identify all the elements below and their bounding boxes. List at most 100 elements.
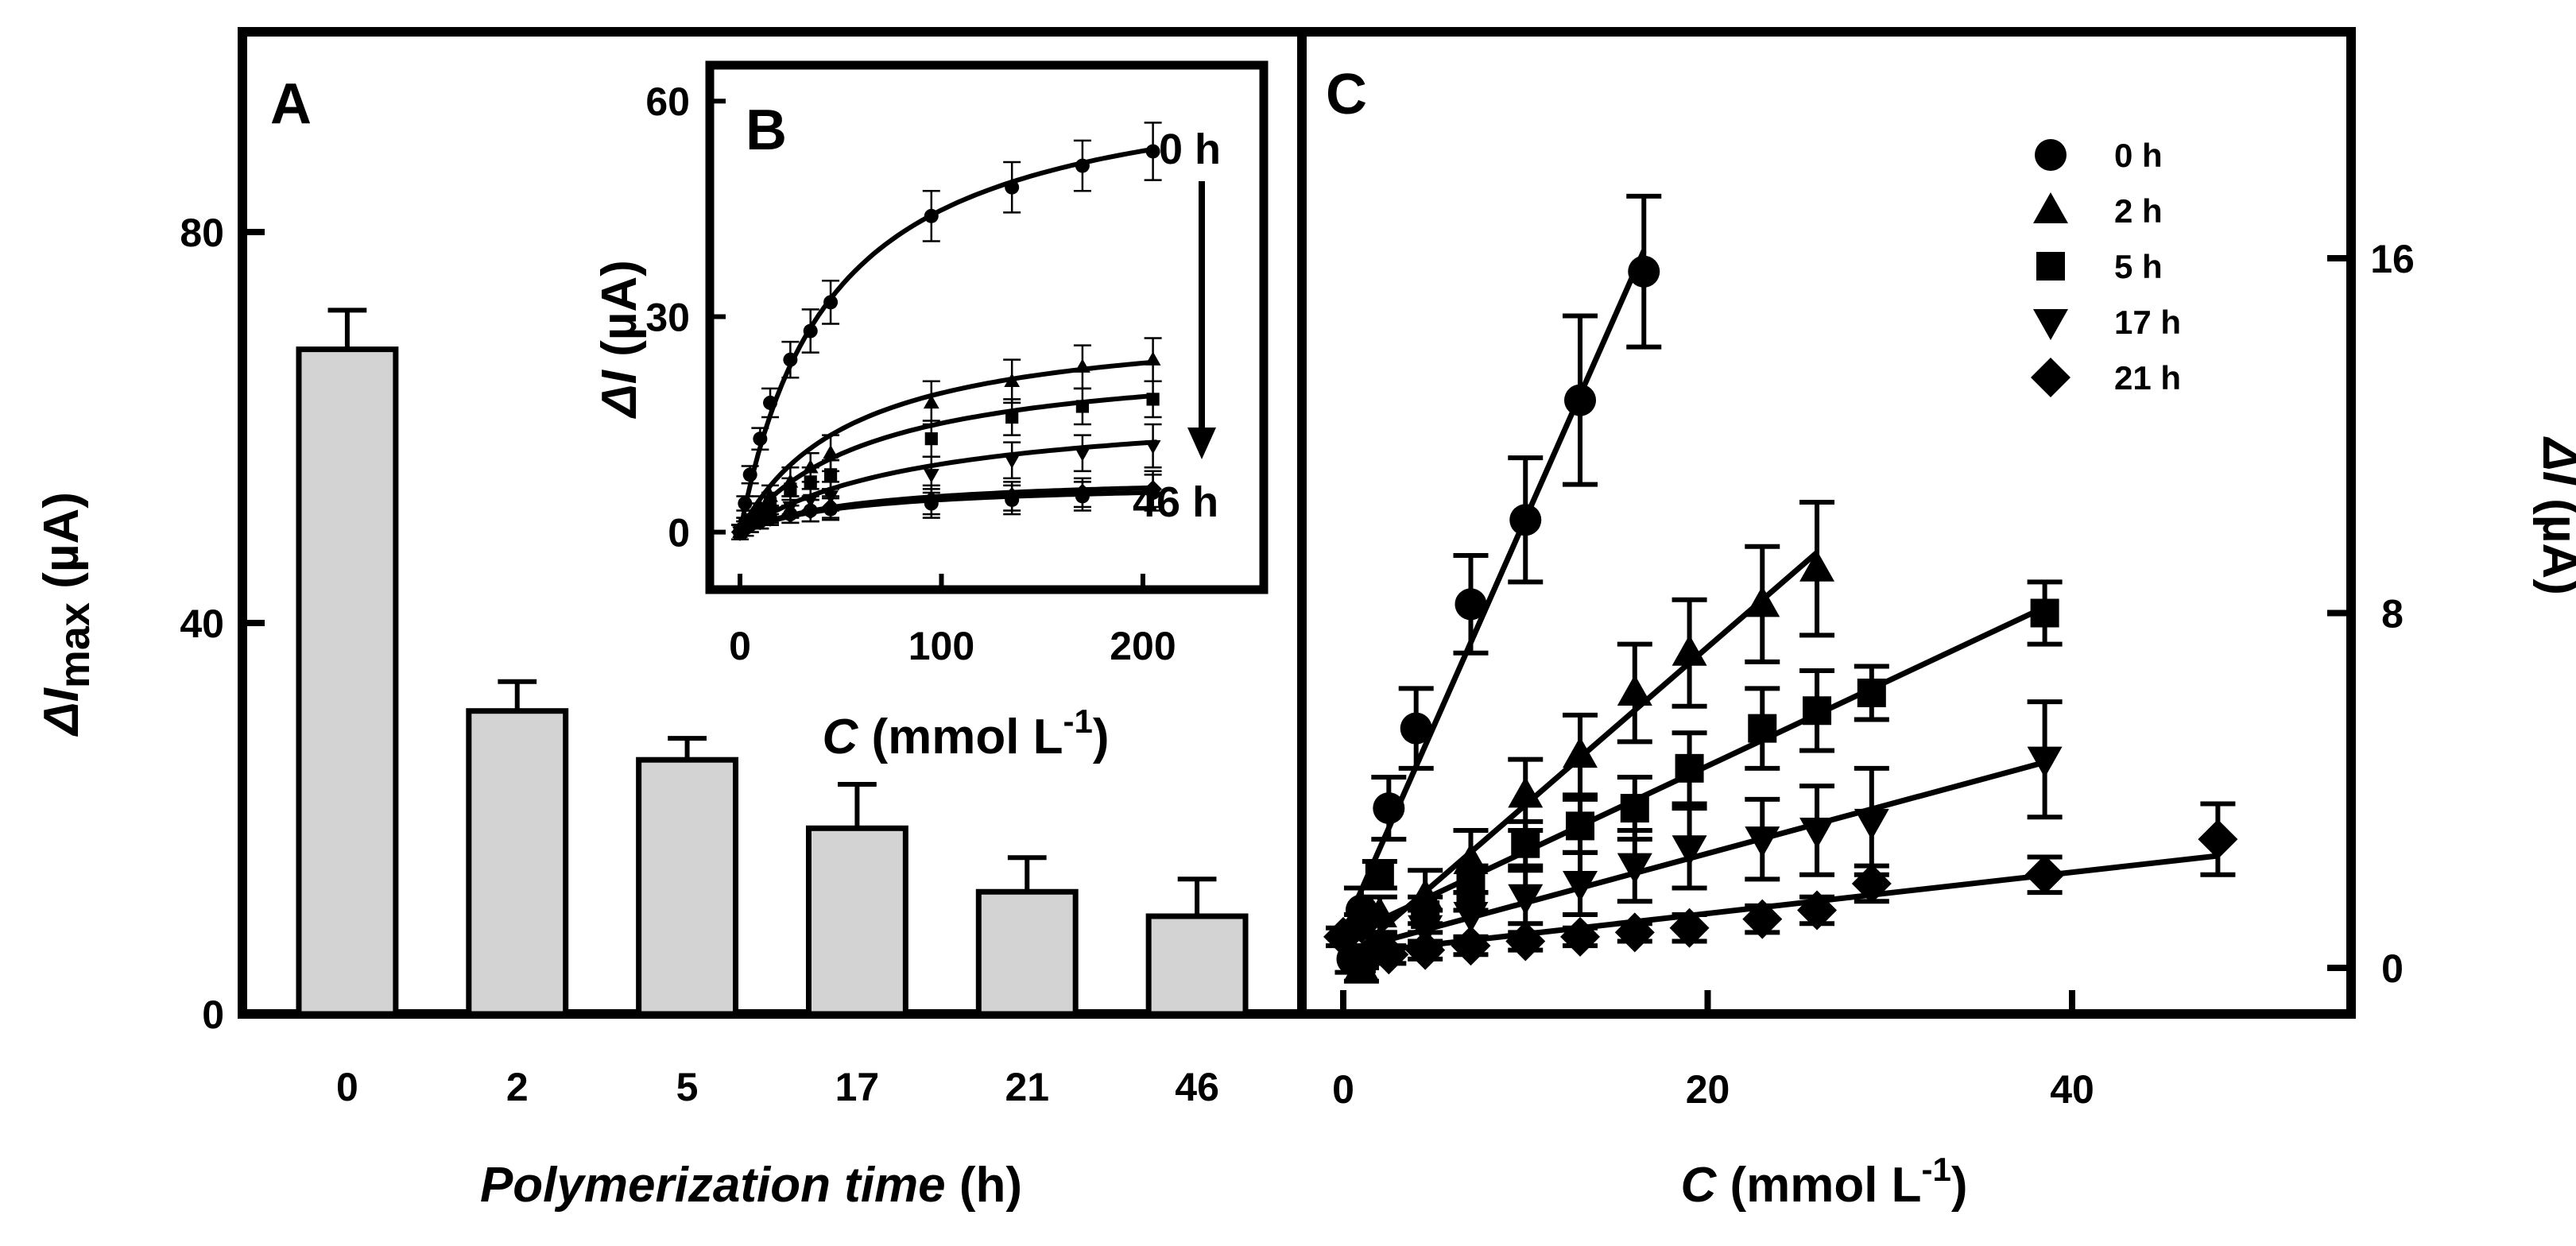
legend-label-21h: 21 h bbox=[2114, 359, 2181, 397]
inset-series-5h-point-9 bbox=[1005, 410, 1019, 424]
series-5h-point-4 bbox=[1511, 829, 1540, 858]
legend-label-17h: 17 h bbox=[2114, 304, 2181, 341]
series-0h-point-5 bbox=[1509, 504, 1542, 536]
legend-label-0h: 0 h bbox=[2114, 137, 2163, 174]
series-2h-point-4 bbox=[1508, 776, 1544, 808]
series-21h-point-3 bbox=[1405, 930, 1446, 970]
inset-series-0h-point-2 bbox=[742, 467, 757, 482]
legend-marker-0h bbox=[2035, 139, 2067, 171]
inset-series-46h-point-7 bbox=[823, 501, 839, 517]
x-tick-label-40: 40 bbox=[2050, 1067, 2094, 1112]
series-2h-point-5 bbox=[1563, 737, 1598, 768]
x-tick-label-20: 20 bbox=[1686, 1067, 1730, 1112]
panel-c-ticks: 0 20 40 0 8 16 bbox=[1332, 237, 2415, 1112]
legend-label-5h: 5 h bbox=[2114, 248, 2163, 285]
series-17h-point-7 bbox=[1671, 835, 1707, 867]
bar-0 bbox=[296, 346, 399, 1017]
series-5h-fit bbox=[1378, 604, 2047, 923]
series-21h-point-13 bbox=[2198, 819, 2238, 860]
inset-series-2h-point-11 bbox=[1145, 351, 1161, 366]
series-21h-point-7 bbox=[1614, 912, 1655, 953]
inset-series-46h-point-9 bbox=[1005, 492, 1020, 507]
panel-a-xlabel: Polymerization time (h) bbox=[480, 1158, 1022, 1213]
inset-series-17h-point-11 bbox=[1145, 439, 1161, 455]
y-tick-label-8: 8 bbox=[2381, 592, 2404, 637]
series-5h-point-7 bbox=[1675, 753, 1704, 783]
series-5h-point-8 bbox=[1748, 714, 1777, 743]
panel-b-plot bbox=[730, 122, 1162, 541]
series-21h-point-12 bbox=[2024, 854, 2065, 895]
panel-label-c: C bbox=[1326, 63, 1367, 126]
panel-b-xlabel: C (mmol L-1) bbox=[822, 702, 1109, 764]
series-17h-point-5 bbox=[1563, 870, 1598, 902]
series-17h-point-6 bbox=[1617, 853, 1652, 884]
inset-series-0h-point-9 bbox=[1005, 180, 1020, 195]
panel-label-a: A bbox=[270, 72, 312, 136]
y-tick-label-16: 16 bbox=[2370, 237, 2415, 281]
inset-x-tick-label-200: 200 bbox=[1110, 624, 1176, 668]
panel-a-bars bbox=[296, 308, 1249, 1017]
legend-marker-17h bbox=[2033, 309, 2068, 340]
panel-b-frame bbox=[705, 60, 1269, 594]
series-17h-point-8 bbox=[1745, 826, 1780, 858]
panel-c-frame bbox=[1297, 27, 2356, 1019]
series-21h-point-4 bbox=[1451, 926, 1491, 966]
series-17h-point-10 bbox=[1854, 808, 1889, 840]
inset-series-46h-point-10 bbox=[1075, 489, 1090, 504]
panel-c-ylabel: ΔI (µA) bbox=[2532, 436, 2576, 595]
inset-series-46h-point-11 bbox=[1145, 485, 1160, 500]
panel-c-xlabel: C (mmol L-1) bbox=[1680, 1151, 1967, 1213]
series-5h-point-9 bbox=[1803, 696, 1832, 726]
series-2h-point-8 bbox=[1745, 586, 1780, 617]
panel-b-arrow bbox=[1187, 181, 1216, 459]
panel-c: 0 20 40 0 8 16 0 h 2 h 5 h 17 h 21 h C C (mmol L-… bbox=[1297, 27, 2576, 1213]
series-21h-point-5 bbox=[1505, 921, 1546, 962]
series-2h-point-7 bbox=[1671, 634, 1707, 666]
series-0h-point-3 bbox=[1400, 712, 1432, 745]
bar-21 bbox=[975, 888, 1079, 1017]
bar-2 bbox=[466, 708, 569, 1017]
y-tick-label-80: 80 bbox=[180, 211, 224, 255]
series-17h-point-4 bbox=[1508, 884, 1544, 915]
x-tick-label-0: 0 bbox=[336, 1065, 358, 1109]
inset-series-5h-point-11 bbox=[1146, 393, 1160, 406]
panel-b-annot-0h: 0 h bbox=[1159, 126, 1221, 173]
legend-label-2h: 2 h bbox=[2114, 192, 2163, 230]
panel-c-plot bbox=[1323, 193, 2238, 984]
inset-series-2h-point-8 bbox=[923, 394, 939, 409]
series-21h-point-10 bbox=[1797, 890, 1838, 931]
series-2h-fit bbox=[1359, 550, 1819, 950]
x-tick-label-21: 21 bbox=[1005, 1065, 1049, 1109]
y-tick-label-0: 0 bbox=[2381, 946, 2404, 991]
inset-series-46h-point-5 bbox=[783, 507, 798, 522]
inset-series-5h-point-8 bbox=[924, 432, 938, 446]
bar-17 bbox=[805, 825, 908, 1017]
panel-b-ticks: 0 100 200 0 30 60 bbox=[645, 79, 1176, 668]
series-21h-point-6 bbox=[1560, 916, 1601, 957]
inset-series-2h-point-9 bbox=[1004, 373, 1021, 388]
x-tick-label-5: 5 bbox=[676, 1065, 699, 1109]
inset-y-tick-label-30: 30 bbox=[645, 295, 690, 339]
bar-5 bbox=[636, 756, 739, 1017]
inset-series-46h-point-6 bbox=[803, 503, 818, 518]
legend-marker-2h bbox=[2033, 192, 2068, 223]
series-0h-point-6 bbox=[1564, 384, 1597, 416]
inset-series-17h-point-9 bbox=[1004, 455, 1021, 469]
inset-series-0h-point-4 bbox=[763, 395, 778, 410]
series-21h-point-11 bbox=[1851, 863, 1892, 904]
series-2h-point-9 bbox=[1799, 550, 1835, 582]
inset-series-17h-point-8 bbox=[923, 469, 939, 483]
panel-b-inset: 0 100 200 0 30 60 B 0 h 46 h ΔI (µA) C (mmol … bbox=[592, 60, 1269, 764]
series-21h-fit bbox=[1342, 853, 2218, 958]
series-5h-point-10 bbox=[1857, 678, 1886, 707]
panel-a: 0 2 5 17 21 46 0 40 80 A ΔImax (µA) Polymerizati… bbox=[34, 27, 1307, 1213]
inset-series-0h-point-8 bbox=[924, 208, 939, 223]
inset-series-0h-point-3 bbox=[753, 431, 768, 447]
series-5h-point-1 bbox=[1365, 860, 1394, 889]
inset-series-0h-point-7 bbox=[823, 295, 839, 310]
inset-series-46h-point-4 bbox=[763, 510, 778, 525]
y-tick-label-0: 0 bbox=[202, 993, 224, 1037]
inset-x-tick-label-100: 100 bbox=[908, 624, 974, 668]
inset-y-tick-label-60: 60 bbox=[645, 79, 690, 124]
panel-label-b: B bbox=[746, 99, 787, 162]
